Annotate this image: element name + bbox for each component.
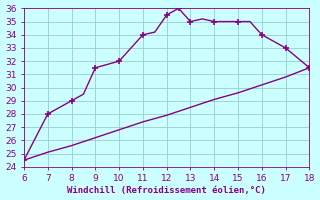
X-axis label: Windchill (Refroidissement éolien,°C): Windchill (Refroidissement éolien,°C): [67, 186, 266, 195]
